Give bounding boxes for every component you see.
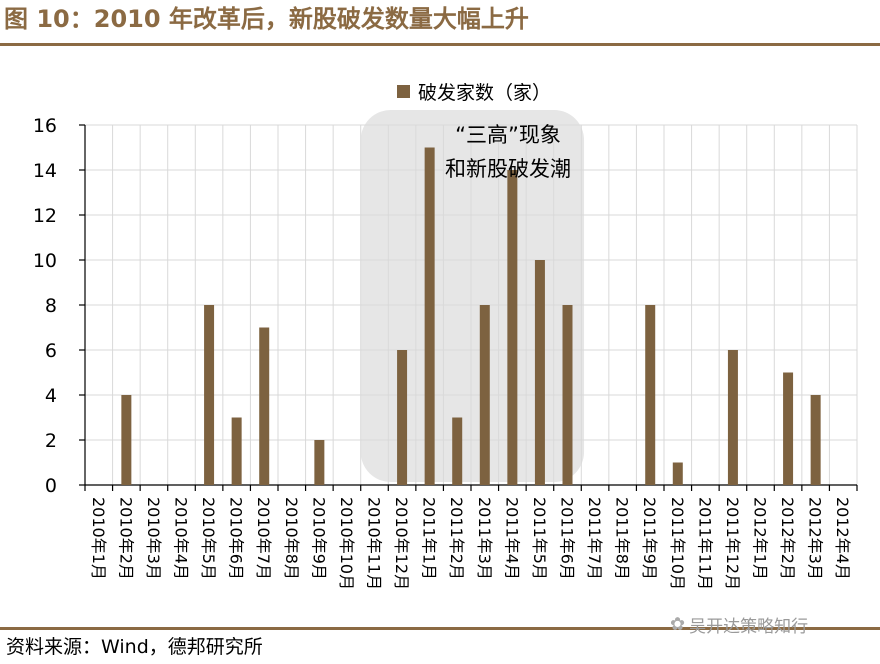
wechat-icon: ✿ bbox=[670, 614, 686, 635]
watermark-text: 吴开达策略知行 bbox=[689, 617, 809, 637]
x-tick-label: 2010年3月 bbox=[144, 497, 163, 580]
y-tick-label: 10 bbox=[33, 250, 57, 272]
bar bbox=[479, 305, 490, 485]
x-tick-label: 2011年7月 bbox=[585, 497, 604, 580]
x-tick-label: 2011年2月 bbox=[447, 497, 466, 580]
x-tick-label: 2010年12月 bbox=[392, 497, 411, 590]
bar-chart: 0 2 4 6 8 10 12 14 16 2010年1月 2010年2月 2010年3月 2010年4… bbox=[33, 82, 858, 590]
bar bbox=[314, 440, 325, 485]
x-tick-label: 2011年10月 bbox=[668, 497, 687, 590]
bar bbox=[562, 305, 573, 485]
bar bbox=[810, 395, 821, 485]
bar bbox=[204, 305, 215, 485]
x-tick-label: 2011年9月 bbox=[640, 497, 659, 580]
y-tick-label: 14 bbox=[33, 160, 57, 182]
x-tick-label: 2010年4月 bbox=[172, 497, 191, 580]
source-note: 资料来源：Wind，德邦研究所 bbox=[6, 636, 263, 658]
x-tick-label: 2011年11月 bbox=[695, 497, 714, 590]
x-tick-label: 2010年2月 bbox=[116, 497, 135, 580]
x-tick-label: 2010年11月 bbox=[365, 497, 384, 590]
y-tick-label: 0 bbox=[45, 475, 57, 497]
legend-label: 破发家数（家） bbox=[418, 82, 551, 104]
x-tick-label: 2010年6月 bbox=[227, 497, 246, 580]
x-tick-label: 2010年10月 bbox=[337, 497, 356, 590]
title-rule bbox=[0, 43, 880, 46]
y-tick-label: 8 bbox=[45, 295, 57, 317]
bar bbox=[397, 350, 408, 485]
x-tick-label: 2011年5月 bbox=[530, 497, 549, 580]
bar bbox=[507, 170, 518, 485]
x-tick-label: 2010年1月 bbox=[89, 497, 108, 580]
bar bbox=[783, 372, 794, 485]
y-tick-label: 6 bbox=[45, 340, 57, 362]
footer-rule bbox=[0, 627, 880, 630]
annotation-line1: “三高”现象 bbox=[455, 123, 561, 147]
bar bbox=[259, 327, 270, 485]
bar bbox=[452, 417, 463, 485]
x-tick-label: 2011年4月 bbox=[502, 497, 521, 580]
watermark: ✿ 吴开达策略知行 bbox=[670, 612, 808, 637]
x-tick-label: 2010年5月 bbox=[199, 497, 218, 580]
figure-title: 图 10：2010 年改革后，新股破发数量大幅上升 bbox=[4, 5, 529, 33]
x-tick-label: 2012年4月 bbox=[833, 497, 852, 580]
x-tick-label: 2012年3月 bbox=[806, 497, 825, 580]
y-tick-label: 2 bbox=[45, 430, 57, 452]
x-tick-label: 2010年7月 bbox=[254, 497, 273, 580]
x-tick-label: 2012年1月 bbox=[751, 497, 770, 580]
bar bbox=[231, 417, 242, 485]
bar bbox=[672, 462, 683, 485]
bar bbox=[424, 147, 435, 485]
annotation-line2: 和新股破发潮 bbox=[445, 157, 571, 181]
x-tick-label: 2011年3月 bbox=[475, 497, 494, 580]
bar bbox=[121, 395, 132, 485]
bar bbox=[534, 260, 545, 485]
x-tick-label: 2010年9月 bbox=[309, 497, 328, 580]
x-tick-label: 2012年2月 bbox=[778, 497, 797, 580]
highlight-region bbox=[360, 110, 585, 482]
bar bbox=[645, 305, 656, 485]
bar bbox=[727, 350, 738, 485]
x-tick-label: 2011年6月 bbox=[558, 497, 577, 580]
y-tick-label: 4 bbox=[45, 385, 57, 407]
legend-swatch bbox=[397, 85, 410, 98]
x-tick-label: 2011年12月 bbox=[723, 497, 742, 590]
y-tick-label: 12 bbox=[33, 205, 57, 227]
x-tick-label: 2011年8月 bbox=[613, 497, 632, 580]
x-tick-label: 2011年1月 bbox=[420, 497, 439, 580]
x-tick-label: 2010年8月 bbox=[282, 497, 301, 580]
y-tick-label: 16 bbox=[33, 115, 57, 137]
